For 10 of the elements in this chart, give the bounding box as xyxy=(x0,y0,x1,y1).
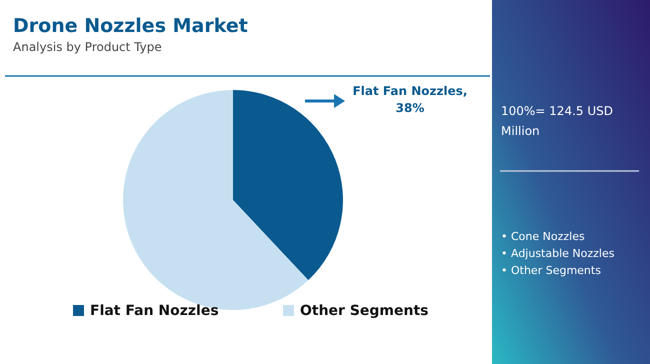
text: • Adjustable Nozzles xyxy=(501,247,615,260)
text: 100%= 124.5 USD Million xyxy=(501,104,613,138)
text: • Cone Nozzles xyxy=(501,230,585,243)
chart-subtitle: Analysis by Product Type xyxy=(13,40,162,54)
data-label: Flat Fan Nozzles, 38% xyxy=(352,84,468,115)
chart-title: Drone Nozzles Market xyxy=(13,15,248,37)
text: • Other Segments xyxy=(501,264,602,277)
legend-label: Other Segments xyxy=(300,303,429,319)
pie-slice xyxy=(233,90,343,280)
legend-label: Flat Fan Nozzles xyxy=(90,303,219,319)
